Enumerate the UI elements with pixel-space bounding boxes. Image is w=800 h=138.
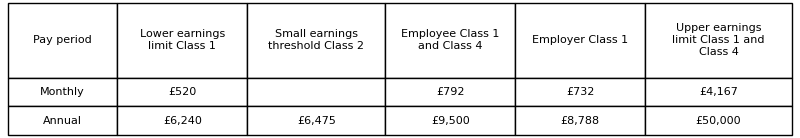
Bar xyxy=(515,78,645,106)
Bar xyxy=(118,106,247,135)
Text: £4,167: £4,167 xyxy=(699,87,738,97)
Text: £50,000: £50,000 xyxy=(696,116,742,126)
Text: Employer Class 1: Employer Class 1 xyxy=(532,35,628,45)
Text: £6,240: £6,240 xyxy=(162,116,202,126)
Bar xyxy=(645,78,792,106)
Text: Small earnings
threshold Class 2: Small earnings threshold Class 2 xyxy=(268,29,364,51)
Text: Employee Class 1
and Class 4: Employee Class 1 and Class 4 xyxy=(402,29,499,51)
Text: Annual: Annual xyxy=(43,116,82,126)
Text: Pay period: Pay period xyxy=(34,35,92,45)
Bar xyxy=(247,3,386,78)
Text: £8,788: £8,788 xyxy=(561,116,600,126)
Bar xyxy=(247,78,386,106)
Bar xyxy=(645,106,792,135)
Bar xyxy=(8,78,118,106)
Bar xyxy=(8,3,118,78)
Bar xyxy=(386,78,515,106)
Bar xyxy=(118,78,247,106)
Bar xyxy=(8,106,118,135)
Text: Upper earnings
limit Class 1 and
Class 4: Upper earnings limit Class 1 and Class 4 xyxy=(672,23,765,57)
Bar xyxy=(118,3,247,78)
Text: £6,475: £6,475 xyxy=(297,116,336,126)
Bar xyxy=(386,106,515,135)
Text: £520: £520 xyxy=(168,87,196,97)
Text: Monthly: Monthly xyxy=(40,87,85,97)
Text: £792: £792 xyxy=(436,87,465,97)
Bar xyxy=(515,106,645,135)
Bar xyxy=(247,106,386,135)
Text: Lower earnings
limit Class 1: Lower earnings limit Class 1 xyxy=(139,29,225,51)
Bar xyxy=(386,3,515,78)
Bar xyxy=(645,3,792,78)
Text: £9,500: £9,500 xyxy=(431,116,470,126)
Bar xyxy=(515,3,645,78)
Text: £732: £732 xyxy=(566,87,594,97)
